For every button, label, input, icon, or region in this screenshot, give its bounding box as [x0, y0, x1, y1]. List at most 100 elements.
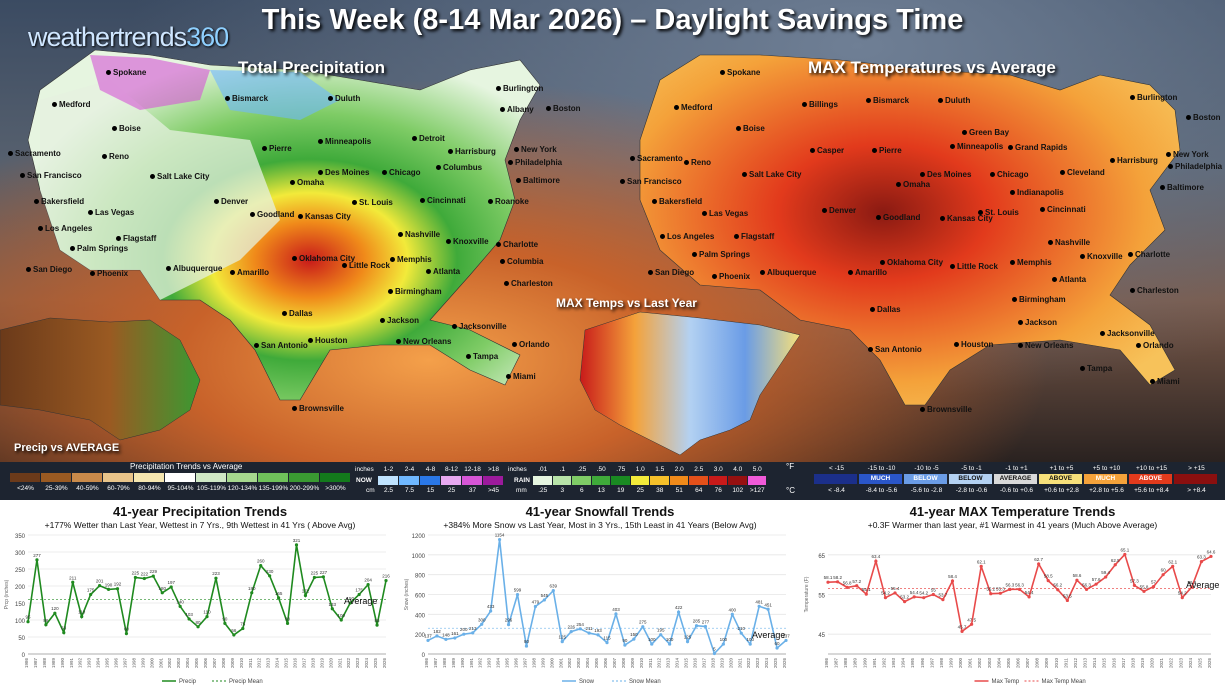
- data-point: [133, 575, 137, 580]
- city-label: Phoenix: [90, 269, 128, 278]
- weathertrends-logo: weathertrends360: [28, 22, 229, 53]
- city-label: Charlotte: [496, 240, 538, 249]
- data-point: [775, 646, 779, 650]
- city-label: Minneapolis: [318, 137, 371, 146]
- data-label: 90: [622, 638, 628, 643]
- x-tick-label: 2003: [987, 657, 992, 668]
- city-label: St. Louis: [978, 208, 1019, 217]
- x-tick-label: 2012: [1073, 657, 1078, 668]
- x-tick-label: 2010: [639, 657, 644, 668]
- data-label: 599: [514, 588, 522, 593]
- y-tick-label: 200: [415, 633, 426, 639]
- x-tick-label: 1994: [496, 657, 501, 668]
- legend-label: 105-119%: [196, 485, 227, 492]
- x-tick-label: 2021: [337, 657, 342, 668]
- data-label: 64.6: [1207, 549, 1216, 554]
- x-tick-label: 1988: [843, 657, 848, 668]
- x-tick-label: 1991: [69, 657, 74, 668]
- legend-label: 60-79%: [107, 485, 130, 492]
- city-label: Denver: [214, 197, 248, 206]
- data-point: [650, 642, 654, 646]
- rain-in-label: .1: [559, 466, 565, 473]
- city-label: Detroit: [412, 134, 445, 143]
- temp-swatch: [859, 474, 902, 484]
- legend-label: 135-199%: [258, 485, 289, 492]
- data-label: 55.1: [862, 587, 871, 592]
- data-label: 211: [69, 575, 77, 580]
- data-label: 60: [124, 627, 130, 632]
- x-tick-label: 2013: [1083, 657, 1088, 668]
- city-label: Cleveland: [1060, 168, 1105, 177]
- snow-chart-panel: 41-year Snowfall Trends +384% More Snow …: [400, 500, 800, 689]
- data-point: [721, 642, 725, 646]
- data-label: 56.3: [1082, 582, 1091, 587]
- city-label: Baltimore: [516, 176, 560, 185]
- x-tick-label: 2006: [203, 657, 208, 668]
- x-tick-label: 1986: [824, 657, 829, 668]
- city-label: Bakersfield: [34, 197, 84, 206]
- data-point: [703, 624, 708, 629]
- rain-swatch: [728, 476, 747, 485]
- x-tick-label: 1999: [140, 657, 145, 668]
- data-point: [498, 537, 502, 542]
- x-tick-label: 2005: [594, 657, 599, 668]
- data-point: [35, 558, 39, 562]
- x-tick-label: 1987: [33, 657, 38, 668]
- data-label: 545: [541, 593, 549, 598]
- y-tick-label: 1000: [412, 554, 426, 560]
- legend-swatch: [258, 473, 288, 482]
- x-tick-label: 2006: [603, 657, 608, 668]
- city-label: Palm Springs: [70, 244, 128, 253]
- x-tick-label: 2023: [355, 657, 360, 668]
- city-label: Jackson: [380, 316, 419, 325]
- x-tick-label: 1996: [114, 657, 119, 668]
- snow-row1-label: inches: [355, 466, 374, 473]
- city-label: Medford: [52, 100, 91, 109]
- x-tick-label: 2013: [666, 657, 671, 668]
- city-label: Goodland: [250, 210, 294, 219]
- city-label: Palm Springs: [692, 250, 750, 259]
- data-label: 120: [51, 606, 59, 611]
- city-label: Baltimore: [1160, 183, 1204, 192]
- data-label: 125: [684, 635, 692, 640]
- data-label: 58.5: [1044, 574, 1053, 579]
- data-label: 192: [114, 582, 122, 587]
- rain-in-label: .01: [538, 466, 548, 473]
- data-label: 190: [105, 582, 113, 587]
- data-label: 182: [433, 629, 441, 634]
- data-point: [169, 585, 173, 589]
- data-point: [71, 580, 75, 584]
- legend-series-label: Snow: [579, 679, 595, 685]
- rain-mm-label: 13: [597, 487, 605, 494]
- data-point: [596, 633, 600, 637]
- x-tick-label: 1993: [87, 657, 92, 668]
- legend-label: >300%: [325, 485, 346, 492]
- snow-swatch: [462, 476, 482, 485]
- y-axis-label: Snow (inches): [404, 578, 410, 610]
- data-point: [515, 592, 520, 597]
- temp-word-label: BELOW: [913, 475, 938, 482]
- x-tick-label: 2005: [194, 657, 199, 668]
- data-point: [730, 612, 734, 616]
- x-tick-label: 1999: [540, 657, 545, 668]
- data-point: [614, 612, 618, 616]
- temp-word-label: ABOVE: [1138, 475, 1163, 482]
- city-label: Houston: [954, 340, 993, 349]
- y-tick-label: 800: [415, 574, 426, 580]
- snow-swatch: [378, 476, 398, 485]
- temp-word-label: MUCH: [1095, 475, 1116, 482]
- data-point: [506, 623, 511, 627]
- x-tick-label: 1989: [853, 657, 858, 668]
- data-point: [241, 626, 245, 631]
- snow-swatch: [483, 476, 503, 485]
- city-label: Phoenix: [712, 272, 750, 281]
- data-point: [1132, 583, 1136, 587]
- temp-swatch: [994, 474, 1037, 484]
- x-tick-label: 2001: [158, 657, 163, 668]
- y-tick-label: 0: [422, 653, 426, 659]
- data-label: 137: [782, 633, 790, 638]
- legend-swatch: [165, 473, 195, 482]
- x-tick-label: 2021: [1159, 657, 1164, 668]
- x-tick-label: 2009: [630, 657, 635, 668]
- x-tick-label: 2017: [1121, 657, 1126, 668]
